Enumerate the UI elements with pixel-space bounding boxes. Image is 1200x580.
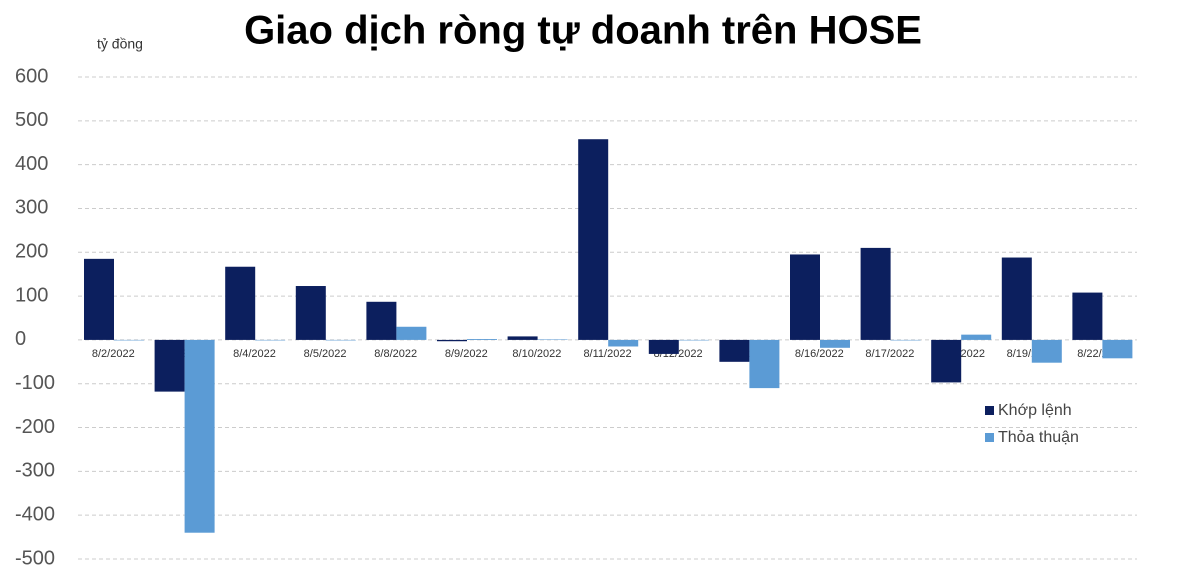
bar: [1102, 339, 1133, 359]
bar: [860, 247, 891, 340]
legend-label: Khớp lệnh: [998, 402, 1072, 419]
legend-swatch: [985, 433, 994, 442]
x-tick-label: 8/11/2022: [583, 348, 631, 360]
y-tick-label: -200: [15, 416, 55, 438]
bar: [84, 258, 114, 340]
chart-title: Giao dịch ròng tự doanh trên HOSE: [244, 9, 922, 53]
bar: [608, 339, 639, 347]
legend-label: Thỏa thuận: [998, 429, 1079, 446]
legend-swatch: [985, 406, 994, 415]
bar: [437, 339, 467, 342]
y-tick-label: -300: [15, 460, 55, 482]
bar: [678, 339, 709, 341]
bar: [1001, 257, 1032, 340]
x-tick-label: 8/4/2022: [233, 348, 276, 360]
bar: [507, 336, 538, 340]
bar: [719, 339, 750, 362]
x-tick-label: 8/5/2022: [304, 348, 347, 360]
bar: [255, 339, 286, 341]
x-tick-label: 8/9/2022: [445, 348, 488, 360]
x-tick-label: 8/2/2022: [92, 348, 135, 360]
y-tick-label: 100: [15, 284, 48, 306]
bar: [1072, 292, 1103, 340]
bar: [295, 286, 326, 340]
x-tick-label: 8/10/2022: [512, 348, 561, 360]
bar: [749, 339, 780, 389]
bar: [961, 334, 992, 340]
y-tick-label: -400: [15, 503, 55, 525]
bar: [184, 339, 215, 533]
bar: [1031, 339, 1062, 363]
y-tick-label: -100: [15, 372, 55, 394]
bar: [578, 139, 609, 340]
bar: [537, 339, 568, 340]
x-tick-label: 8/8/2022: [374, 348, 417, 360]
bar: [225, 266, 256, 340]
bar: [648, 339, 679, 354]
y-tick-label: -500: [15, 547, 55, 569]
bar: [154, 339, 185, 392]
y-tick-label: 500: [15, 109, 48, 131]
bar: [396, 326, 427, 340]
bar: [931, 339, 962, 383]
x-tick-label: 8/16/2022: [795, 348, 844, 360]
y-tick-label: 0: [15, 328, 26, 350]
bar: [325, 339, 356, 341]
x-tick-label: 8/17/2022: [865, 348, 914, 360]
bar: [790, 254, 820, 340]
bar: [467, 339, 497, 340]
y-axis-label: tỷ đồng: [97, 36, 143, 52]
bar: [890, 339, 921, 341]
y-tick-label: 400: [15, 153, 48, 175]
bar: [820, 339, 850, 348]
bar: [114, 339, 144, 341]
y-tick-label: 300: [15, 197, 48, 219]
y-tick-label: 200: [15, 241, 48, 263]
y-tick-label: 600: [15, 65, 48, 87]
bar: [366, 301, 397, 340]
